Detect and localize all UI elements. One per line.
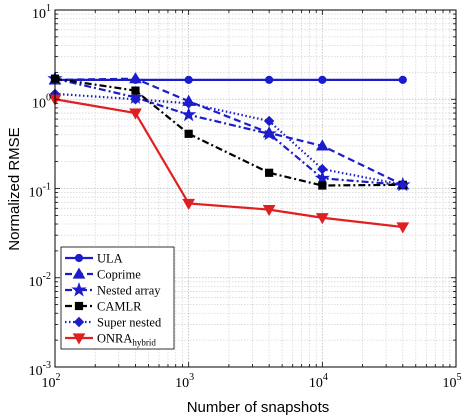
data-point [130, 94, 141, 105]
x-tick-label: 104 [309, 372, 328, 391]
x-tick-label: 103 [175, 372, 194, 391]
series-line [54, 98, 403, 229]
data-point [183, 98, 194, 109]
y-tick-label: 10-1 [29, 182, 51, 201]
legend-entry: Nested array [65, 281, 161, 298]
x-tick-label: 102 [42, 372, 61, 391]
x-tick-label: 105 [443, 372, 462, 391]
data-point [129, 108, 142, 120]
legend-swatch-marker [71, 281, 87, 297]
data-point [181, 106, 197, 122]
x-axis-label: Number of snapshots [187, 399, 330, 416]
data-point [315, 213, 329, 225]
legend-label: ONRAhybrid [97, 332, 156, 348]
data-point [318, 75, 327, 84]
data-point [397, 179, 409, 191]
legend-entry: Super nested [65, 316, 162, 330]
legend-entry: ULA [65, 252, 123, 266]
legend-entry: Coprime [65, 267, 141, 282]
legend-swatch-marker [74, 301, 84, 311]
legend: ULA Coprime Nested array CAMLR Super nested O… [60, 246, 175, 350]
legend-label-main: ULA [97, 252, 123, 266]
data-point [265, 75, 274, 84]
series-line [54, 77, 403, 186]
data-point [261, 125, 277, 141]
data-point [131, 86, 140, 95]
legend-swatch-marker [74, 253, 84, 263]
legend-label-main: CAMLR [97, 300, 142, 314]
legend-swatch-marker [72, 333, 86, 345]
data-point [317, 163, 328, 175]
data-point [129, 72, 142, 84]
legend-label: CAMLR [97, 300, 142, 314]
data-point [184, 75, 193, 84]
y-tick-label: 10-3 [29, 360, 51, 379]
data-point [315, 139, 329, 151]
series-layer [47, 70, 411, 234]
data-point [182, 198, 196, 210]
legend-label: ULA [97, 252, 123, 266]
y-tick-label: 100 [32, 92, 51, 111]
tick-labels: 102 103 104 105 10-3 10-2 10-1 100 101 [29, 3, 462, 391]
data-point [265, 168, 274, 177]
legend-label: Coprime [97, 268, 141, 282]
legend-label-main: Coprime [97, 268, 141, 282]
y-tick-label: 101 [32, 3, 51, 22]
data-point [262, 204, 276, 217]
data-point [318, 181, 327, 190]
legend-box [60, 246, 175, 350]
legend-entry: ONRAhybrid [65, 332, 156, 348]
data-point [263, 115, 275, 127]
legend-swatch-marker [73, 316, 85, 328]
series-line [54, 77, 404, 186]
legend-label: Nested array [97, 284, 161, 298]
y-tick-label: 10-2 [29, 271, 51, 290]
legend-label-main: ONRA [97, 332, 132, 346]
data-point [314, 170, 330, 185]
legend-label-main: Nested array [97, 284, 161, 298]
data-point [398, 75, 407, 84]
legend-label: Super nested [97, 316, 162, 330]
legend-entry: CAMLR [65, 300, 142, 314]
series-onra-hybrid [48, 94, 410, 234]
legend-swatch-marker [72, 267, 86, 279]
data-point [396, 222, 410, 234]
axis-ticks [54, 9, 457, 368]
legend-label-main: Super nested [97, 316, 162, 330]
y-axis-label: Normalized RMSE [6, 127, 23, 250]
data-point [184, 129, 193, 138]
legend-label-sub: hybrid [132, 338, 156, 348]
